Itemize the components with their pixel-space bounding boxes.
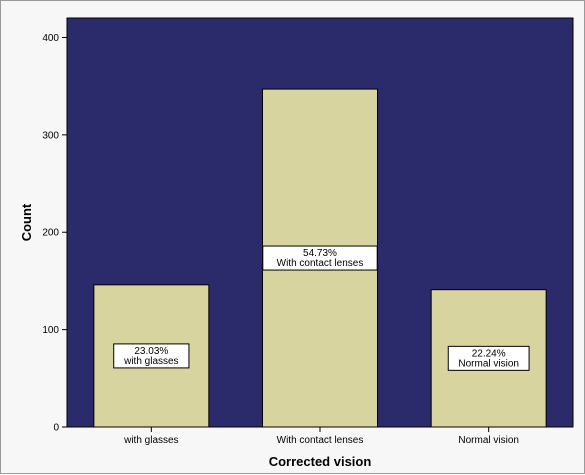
y-axis-title: Count xyxy=(19,203,34,241)
x-axis-title: Corrected vision xyxy=(269,454,372,469)
y-tick-label: 300 xyxy=(42,130,59,141)
data-label-percent: 54.73% xyxy=(303,248,337,259)
data-label-box xyxy=(262,245,378,271)
y-tick-label: 0 xyxy=(53,423,59,434)
x-tick-label: with glasses xyxy=(123,435,178,446)
y-tick-label: 200 xyxy=(42,228,59,239)
y-tick-label: 100 xyxy=(42,325,59,336)
data-label-category: with glasses xyxy=(123,356,178,367)
x-tick-label: With contact lenses xyxy=(277,435,364,446)
x-tick-label: Normal vision xyxy=(458,435,519,446)
data-label-category: Normal vision xyxy=(458,358,519,369)
data-label-category: With contact lenses xyxy=(277,258,364,269)
data-label-percent: 23.03% xyxy=(134,346,168,357)
data-label-box xyxy=(447,345,530,371)
data-label-percent: 22.24% xyxy=(472,348,506,359)
data-label-box xyxy=(113,343,190,369)
y-tick-label: 400 xyxy=(42,33,59,44)
